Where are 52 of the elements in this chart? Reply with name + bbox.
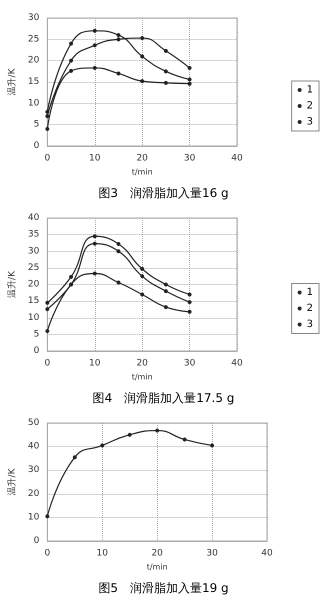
y-tick-label: 20	[28, 56, 40, 66]
y-tick-label: 0	[34, 141, 40, 151]
y-tick-label: 50	[28, 418, 40, 428]
y-tick-label: 15	[28, 296, 40, 306]
legend-label: 2	[306, 100, 314, 112]
y-tick-label: 25	[28, 34, 40, 44]
y-tick-label: 0	[34, 346, 40, 356]
text: 图5 润滑脂加入量19 g	[98, 581, 229, 595]
x-tick-label: 20	[151, 548, 164, 558]
x-tick-label: 40	[231, 358, 243, 368]
y-tick-label: 40	[28, 213, 40, 223]
y-tick-label: 30	[28, 246, 40, 256]
x-tick-label: 10	[89, 358, 101, 368]
y-tick-label: 5	[34, 329, 40, 340]
x-tick-label: 40	[261, 548, 273, 558]
x-tick-label: 40	[231, 154, 243, 164]
y-tick-label: 35	[28, 230, 40, 240]
y-tick-label: 0	[34, 536, 40, 546]
y-tick-label: 15	[28, 77, 40, 87]
legend-label: 2	[306, 303, 314, 314]
y-axis-title: 温升/K	[6, 467, 18, 496]
y-tick-label: 25	[28, 262, 40, 273]
y-tick-label: 10	[28, 312, 40, 323]
x-tick-label: 10	[96, 548, 108, 558]
y-tick-label: 10	[28, 98, 40, 108]
y-tick-label: 10	[28, 512, 40, 522]
x-tick-label: 0	[44, 358, 50, 368]
x-tick-label: 30	[184, 154, 196, 164]
x-tick-label: 0	[44, 548, 50, 558]
y-tick-label: 40	[28, 442, 40, 452]
x-tick-label: 20	[136, 154, 148, 164]
y-tick-label: 5	[34, 120, 40, 130]
text: 图3 润滑脂加入量16 g	[98, 186, 229, 200]
y-tick-label: 30	[28, 465, 40, 476]
text: 图4 润滑脂加入量17.5 g	[92, 391, 234, 405]
legend-label: 1	[306, 84, 314, 96]
x-axis-title: t/min	[132, 372, 153, 382]
y-tick-label: 30	[28, 13, 40, 23]
y-tick-label: 20	[28, 280, 40, 290]
legend-label: 3	[306, 116, 314, 128]
x-tick-label: 20	[136, 358, 148, 368]
y-axis-title: 温升/K	[6, 67, 18, 96]
x-axis-title: t/min	[132, 167, 153, 176]
x-axis-title: t/min	[146, 562, 168, 572]
legend-label: 3	[306, 319, 314, 330]
legend-label: 1	[306, 287, 314, 298]
x-tick-label: 10	[89, 154, 101, 164]
x-tick-label: 0	[44, 154, 50, 164]
y-axis-title: 温升/K	[6, 270, 18, 298]
y-tick-label: 20	[28, 488, 40, 499]
x-tick-label: 30	[184, 358, 196, 368]
x-tick-label: 30	[206, 548, 218, 558]
